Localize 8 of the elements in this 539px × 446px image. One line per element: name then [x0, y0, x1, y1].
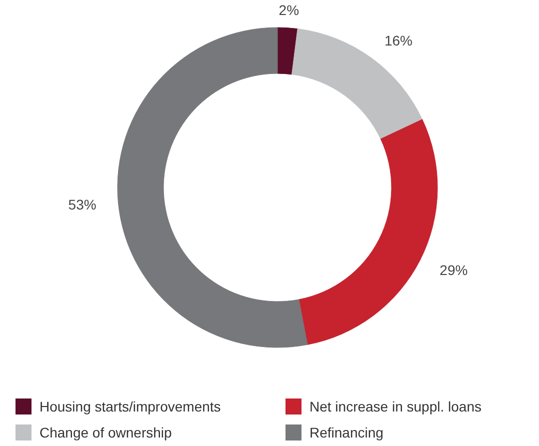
data-label: 53% [68, 196, 96, 213]
legend-label: Net increase in suppl. loans [310, 398, 482, 414]
data-label: 2% [278, 2, 300, 18]
legend-label: Change of ownership [40, 424, 172, 440]
data-label: 29% [440, 262, 468, 278]
legend-label: Refinancing [310, 424, 384, 440]
legend-label: Housing starts/improvements [40, 398, 221, 414]
data-label: 16% [384, 32, 413, 48]
